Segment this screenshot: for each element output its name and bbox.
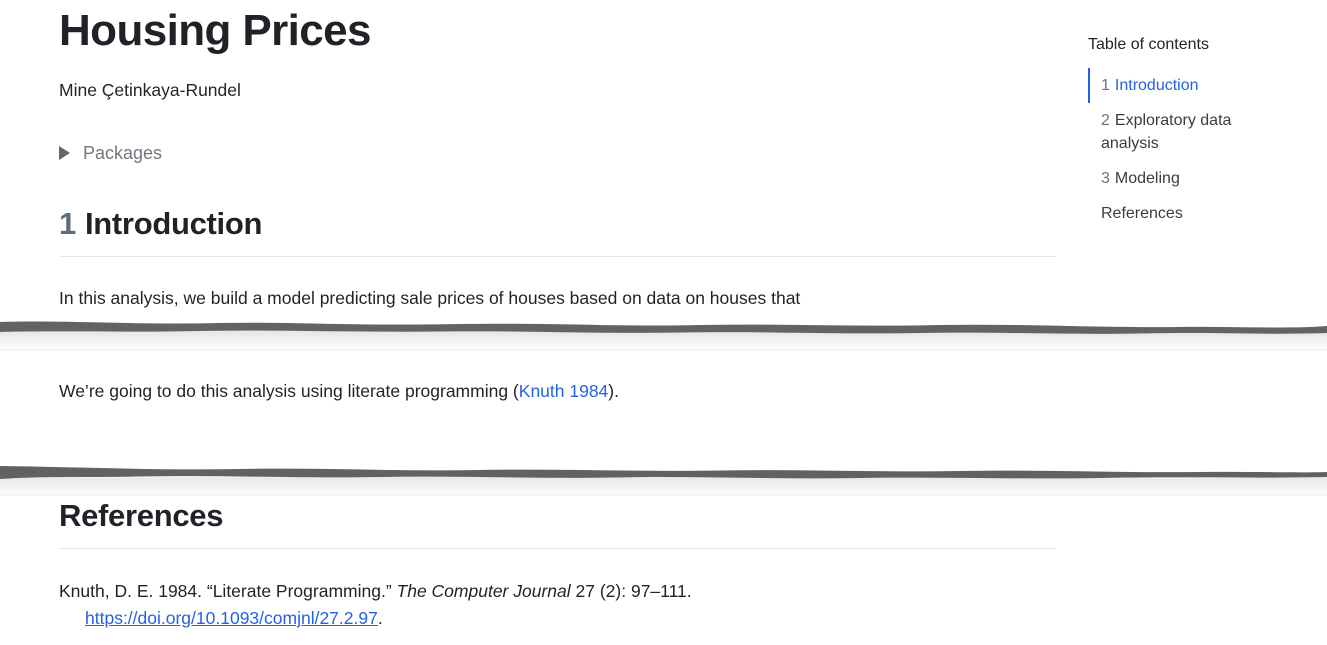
screenshot-tear-divider [0, 315, 1327, 355]
citation-journal: The Computer Journal [396, 581, 571, 601]
packages-label: Packages [83, 143, 163, 163]
toc-item-references[interactable]: References [1101, 205, 1183, 222]
toc-item-modeling[interactable]: 3 Modeling [1101, 170, 1180, 187]
citation-link-knuth[interactable]: Knuth 1984 [518, 381, 609, 401]
toc-item-exploratory-data-analysis[interactable]: 2 Exploratory data analysis [1101, 112, 1232, 152]
section-number: 1 [59, 206, 76, 241]
reference-citation: Knuth, D. E. 1984. “Literate Programming… [59, 578, 692, 632]
table-of-contents: Table of contents 1 Introduction 2 Explora… [1088, 34, 1320, 231]
citation-detail: 27 (2): 97–111. [570, 581, 692, 601]
citation-text: Knuth, D. E. 1984. “Literate Programming… [59, 581, 397, 601]
triangle-right-icon [59, 146, 70, 160]
toc-title: Table of contents [1088, 36, 1209, 53]
doi-link[interactable]: https://doi.org/10.1093/comjnl/27.2.97 [85, 608, 378, 628]
citation-period: . [377, 608, 383, 628]
literate-text-before: We’re going to do this analysis using li… [59, 381, 519, 401]
literate-paragraph: We’re going to do this analysis using li… [59, 378, 619, 405]
toc-item-introduction[interactable]: 1 Introduction [1088, 68, 1268, 103]
citation-line-2: https://doi.org/10.1093/comjnl/27.2.97. [59, 605, 692, 632]
toc-list: 1 Introduction 2 Exploratory data analysis… [1088, 68, 1268, 231]
packages-disclosure[interactable]: Packages [59, 142, 162, 164]
literate-text-after: ). [608, 381, 619, 401]
section-heading-references: References [59, 497, 1056, 549]
author: Mine Çetinkaya-Rundel [59, 80, 241, 100]
intro-paragraph: In this analysis, we build a model predi… [59, 288, 801, 308]
citation-line-1: Knuth, D. E. 1984. “Literate Programming… [59, 578, 692, 605]
page-title: Housing Prices [59, 6, 372, 55]
section-heading-introduction: 1 Introduction [59, 205, 1056, 257]
screenshot-tear-divider [0, 461, 1327, 501]
section-title: Introduction [84, 206, 263, 241]
